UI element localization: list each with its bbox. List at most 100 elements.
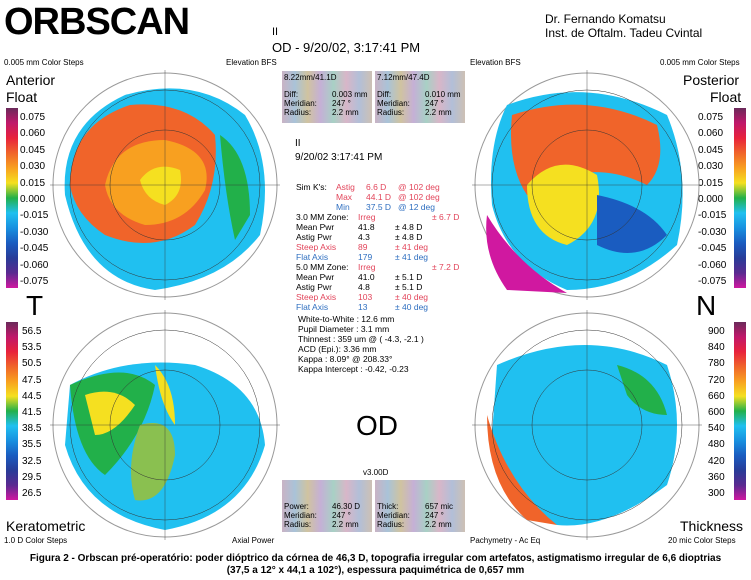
scale-tick-label: 0.030: [20, 161, 46, 173]
scale-tick-label: 35.5: [22, 439, 42, 451]
scale-tick-label: 0.030: [698, 161, 724, 173]
scale-tick-label: 0.060: [20, 128, 46, 140]
stat-cell: 41.0: [358, 272, 375, 282]
bl-steps: 1.0 D Color Steps: [4, 536, 68, 545]
info-label: Meridian:: [377, 99, 410, 108]
scale-tick-label: 780: [708, 358, 725, 370]
scale-tick-label: 0.045: [20, 144, 46, 156]
stat-row: Sim K's: Astig 6.6 D @ 102 deg: [296, 182, 459, 192]
stat-cell: @ 102 deg: [398, 182, 440, 192]
stat-cell: Flat Axis: [296, 252, 329, 262]
bl-title: Keratometric: [6, 518, 86, 534]
info-value: 46.30 D: [332, 502, 361, 511]
stat-row: Astig Pwr 4.3 ± 4.8 D: [296, 232, 459, 242]
info-value: 247 °: [332, 511, 351, 520]
info-value: 247 °: [332, 99, 351, 108]
scale-tick-label: 900: [708, 326, 725, 337]
info-value: 2.2 mm: [425, 520, 452, 529]
scale-tick-label: 600: [708, 407, 725, 418]
temporal-label: T: [26, 290, 44, 321]
stat-cell: [296, 202, 336, 212]
br-title: Thickness: [680, 518, 744, 534]
scale-tick-label: 480: [708, 439, 725, 451]
scale-tick-label: -0.045: [20, 243, 49, 255]
info-head: 8.22mm/41.1D: [284, 73, 337, 82]
info-label: Radius:: [377, 108, 405, 117]
scale-tick-label: 300: [708, 488, 725, 499]
scale-tick-label: 50.5: [22, 358, 42, 370]
extra-stat: Kappa : 8.09° @ 208.33°: [298, 354, 393, 364]
stat-row: 3.0 MM Zone: Irreg ± 6.7 D: [296, 212, 459, 222]
scale-tick-label: 0.060: [698, 128, 724, 140]
br-mode: Pachymetry - Ac Eq: [470, 536, 541, 545]
stat-cell: [395, 262, 432, 272]
version: v3.00D: [363, 468, 389, 477]
scale-tick-label: 32.5: [22, 455, 42, 467]
figure-caption: Figura 2 - Orbscan pré-operatório: poder…: [0, 553, 751, 577]
stat-cell: 13: [358, 302, 368, 312]
scale-tick-label: -0.015: [20, 210, 49, 222]
br-steps: 20 mic Color Steps: [668, 536, 736, 545]
tl-info-box: 8.22mm/41.1D Diff: 0.003 mm Meridian: 247 …: [282, 71, 372, 123]
scale-tick-label: 0.045: [698, 144, 724, 156]
info-value: 657 mic: [425, 502, 454, 511]
stat-cell: 89: [358, 242, 368, 252]
stat-cell: 3.0 MM Zone:: [296, 212, 349, 222]
extra-stat: Thinnest : 359 um @ ( -4.3, -2.1 ): [298, 334, 424, 344]
tr-mode: Elevation BFS: [470, 58, 521, 67]
stat-row: Mean Pwr 41.8 ± 4.8 D: [296, 222, 459, 232]
eye-id: II: [272, 26, 279, 38]
scale-tick-label: 360: [708, 471, 725, 483]
caption-line2: (37,5 a 12° x 44,1 a 102°), espessura pa…: [226, 565, 525, 576]
tr-title2: Float: [710, 89, 742, 105]
tl-title2: Float: [6, 89, 38, 105]
anterior-float-map[interactable]: [45, 65, 285, 305]
stat-row: Flat Axis 179 ± 41 deg: [296, 252, 459, 262]
scale-tick-label: 420: [708, 455, 725, 467]
info-value: 247 °: [425, 99, 444, 108]
scale-tick-label: 0.015: [20, 177, 46, 189]
info-label: Thick:: [377, 502, 399, 511]
info-value: 2.2 mm: [425, 108, 452, 117]
info-value: 2.2 mm: [332, 108, 359, 117]
stat-row: Min 37.5 D @ 12 deg: [296, 202, 459, 212]
scale-tick-label: 0.000: [20, 194, 46, 205]
scale-tick-label: -0.075: [20, 276, 49, 287]
br-color-scale: [734, 322, 746, 500]
scale-tick-label: -0.060: [698, 259, 727, 271]
center-eye-id: II: [295, 138, 301, 149]
info-label: Radius:: [284, 108, 312, 117]
scale-tick-label: 0.075: [698, 112, 724, 123]
scale-tick-label: 26.5: [22, 488, 42, 499]
stat-cell: 4.8: [358, 282, 370, 292]
stat-cell: Astig Pwr: [296, 282, 332, 292]
info-label: Radius:: [284, 520, 312, 529]
keratometric-axial-power-map[interactable]: [45, 305, 285, 545]
tl-title1: Anterior: [6, 72, 56, 88]
scale-tick-label: 0.000: [698, 194, 724, 205]
scale-tick-label: -0.030: [20, 226, 49, 238]
stat-cell: ± 41 deg: [395, 252, 429, 262]
stat-cell: ± 40 deg: [395, 292, 429, 302]
info-label: Meridian:: [284, 511, 317, 520]
stats-panel: Sim K's: Astig 6.6 D @ 102 deg Max 44.1 D @ 10…: [296, 182, 459, 312]
scale-tick-label: 660: [708, 390, 725, 402]
scale-tick-label: -0.030: [698, 226, 727, 238]
stat-cell: ± 41 deg: [395, 242, 429, 252]
tr-title1: Posterior: [683, 72, 740, 88]
tr-info-box: 7.12mm/47.4D Diff: 0.010 mm Meridian: 247 …: [375, 71, 465, 123]
stat-cell: [395, 212, 432, 222]
posterior-float-map[interactable]: [467, 65, 707, 305]
center-date: 9/20/02 3:17:41 PM: [295, 152, 383, 163]
info-label: Diff:: [377, 90, 392, 99]
extra-stat: White-to-White : 12.6 mm: [298, 314, 395, 324]
pachymetry-thickness-map[interactable]: [467, 305, 707, 545]
info-value: 0.010 mm: [425, 90, 461, 99]
scale-tick-label: -0.075: [698, 276, 727, 287]
info-head: 7.12mm/47.4D: [377, 73, 430, 82]
stat-cell: @ 12 deg: [398, 202, 435, 212]
stat-cell: 103: [358, 292, 373, 302]
stat-cell: ± 40 deg: [395, 302, 429, 312]
stat-row: Max 44.1 D @ 102 deg: [296, 192, 459, 202]
stat-row: Steep Axis 89 ± 41 deg: [296, 242, 459, 252]
